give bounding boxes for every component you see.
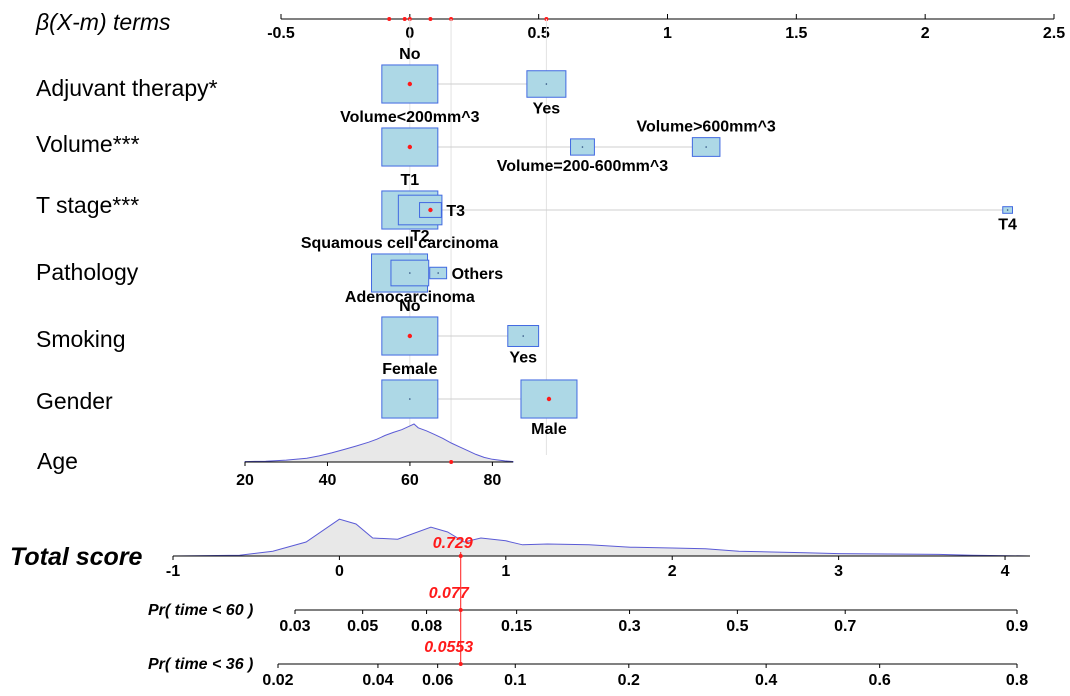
row-t-stage: T stage*** T1 T2 T3 T4 <box>36 172 1017 245</box>
level-label-volume-600mm-3: Volume>600mm^3 <box>636 119 775 136</box>
level-label-volume-200-600mm-3: Volume=200-600mm^3 <box>497 158 668 175</box>
beta-axis-title: β(X-m) terms <box>35 9 171 35</box>
level-point-volume-200mm-3 <box>407 144 413 150</box>
prob-axis-tick-label: 0.8 <box>1006 672 1028 689</box>
prob-axis-tick-label: 0.05 <box>347 618 378 635</box>
prob-axis-tick-label: 0.06 <box>422 672 453 689</box>
prob-axis-tick-label: 0.2 <box>618 672 640 689</box>
total-score-density <box>172 518 1031 557</box>
row-label-t-stage: T stage*** <box>36 192 139 218</box>
level-label-squamous-cell-carcinoma: Squamous cell carcinoma <box>301 235 499 252</box>
age-row: Age 20 40 60 80 <box>37 423 514 489</box>
total-score-row: Total score -1 0 1 2 3 4 0.729 <box>10 518 1031 580</box>
level-label-t3: T3 <box>446 203 465 220</box>
row-label-pathology: Pathology <box>36 259 139 285</box>
level-point-no <box>407 81 413 87</box>
guide-marker <box>458 554 463 558</box>
prob-row-1: Pr( time < 60 ) 0.03 0.05 0.08 0.15 0.3 0.5 0.7… <box>148 585 1028 635</box>
level-point-female <box>409 398 411 400</box>
beta-axis-marker <box>402 17 407 21</box>
prob-axis-tick-label: 0.6 <box>869 672 891 689</box>
total-score-tick-label: 2 <box>668 563 677 580</box>
level-label-adenocarcinoma: Adenocarcinoma <box>345 289 475 306</box>
prob-axis-tick-label: 0.04 <box>362 672 393 689</box>
level-point-volume-600mm-3 <box>705 146 707 148</box>
level-point-male <box>546 396 552 402</box>
level-label-yes: Yes <box>509 349 537 366</box>
row-pathology: Pathology Squamous cell carcinoma Adenocar… <box>36 235 503 306</box>
age-axis-tick-label: 20 <box>236 472 254 489</box>
total-score-tick-label: 3 <box>834 563 843 580</box>
prob-value-label: 0.0553 <box>424 639 473 656</box>
prob-axis-tick-label: 0.9 <box>1006 618 1028 635</box>
row-adjuvant-therapy: Adjuvant therapy* No Yes <box>36 46 567 117</box>
prob-row-2: Pr( time < 36 ) 0.02 0.04 0.06 0.1 0.2 0.4 0.6 0… <box>148 639 1028 689</box>
level-label-male: Male <box>531 421 567 438</box>
row-volume: Volume*** Volume<200mm^3 Volume=200-600mm^… <box>36 109 776 175</box>
variable-rows: Adjuvant therapy* No Yes Volume*** Volume<20… <box>36 19 1017 455</box>
row-label-adjuvant-therapy: Adjuvant therapy* <box>36 75 218 101</box>
row-gender: Gender Female Male <box>36 361 578 438</box>
total-score-tick-label: -1 <box>166 563 180 580</box>
level-label-volume-200mm-3: Volume<200mm^3 <box>340 109 479 126</box>
row-label-gender: Gender <box>36 388 113 414</box>
beta-axis-tick-label: 2 <box>921 25 930 42</box>
beta-axis: β(X-m) terms -0.5 0 0.5 1 1.5 2 2.5 <box>35 9 1065 42</box>
level-point-t4 <box>1006 209 1009 211</box>
level-point-no <box>407 333 413 339</box>
level-point-volume-200-600mm-3 <box>581 146 584 148</box>
prob-axis-tick-label: 0.02 <box>262 672 293 689</box>
row-label-volume: Volume*** <box>36 131 140 157</box>
prob-axis-tick-label: 0.15 <box>501 618 532 635</box>
level-label-others: Others <box>452 266 504 283</box>
beta-axis-tick-label: 2.5 <box>1043 25 1065 42</box>
level-point-yes <box>522 335 525 337</box>
prob-row-label: Pr( time < 60 ) <box>148 602 253 619</box>
total-score-value-label: 0.729 <box>433 535 473 552</box>
level-point-others <box>437 272 439 274</box>
level-point-adenocarcinoma <box>409 272 411 274</box>
prob-axis-tick-label: 0.3 <box>618 618 640 635</box>
age-axis-tick-label: 80 <box>483 472 501 489</box>
level-label-no: No <box>399 46 421 63</box>
age-axis-tick-label: 60 <box>401 472 419 489</box>
beta-axis-tick-label: -0.5 <box>267 25 295 42</box>
beta-axis-tick-label: 0.5 <box>528 25 550 42</box>
beta-axis-tick-label: 1.5 <box>785 25 807 42</box>
prob-axis-tick-label: 0.1 <box>504 672 526 689</box>
prob-axis-tick-label: 0.7 <box>834 618 856 635</box>
beta-axis-marker <box>428 17 433 21</box>
age-selected-marker <box>449 460 454 464</box>
row-label-age: Age <box>37 448 78 474</box>
guide-marker <box>458 608 463 612</box>
level-label-yes: Yes <box>533 100 561 117</box>
level-label-t4: T4 <box>998 216 1017 233</box>
total-score-tick-label: 0 <box>335 563 344 580</box>
total-score-tick-label: 1 <box>501 563 510 580</box>
beta-axis-marker <box>387 17 392 21</box>
level-label-t2: T2 <box>411 228 430 245</box>
age-density <box>244 423 514 463</box>
prob-row-label: Pr( time < 36 ) <box>148 656 253 673</box>
probability-rows: Pr( time < 60 ) 0.03 0.05 0.08 0.15 0.3 0.5 0.7… <box>148 552 1028 689</box>
level-label-female: Female <box>382 361 437 378</box>
prob-axis-tick-label: 0.5 <box>726 618 748 635</box>
prob-value-label: 0.077 <box>429 585 470 602</box>
guide-marker <box>458 662 463 666</box>
total-score-tick-label: 4 <box>1001 563 1010 580</box>
prob-axis-tick-label: 0.03 <box>279 618 310 635</box>
prob-axis-tick-label: 0.4 <box>755 672 777 689</box>
age-axis-tick-label: 40 <box>319 472 337 489</box>
prob-axis-tick-label: 0.08 <box>411 618 442 635</box>
level-point-yes <box>545 83 548 85</box>
level-label-t1: T1 <box>400 172 419 189</box>
row-smoking: Smoking No Yes <box>36 298 540 366</box>
level-point-t3 <box>428 207 433 213</box>
level-label-no: No <box>399 298 421 315</box>
total-score-title: Total score <box>10 543 143 571</box>
row-label-smoking: Smoking <box>36 326 125 352</box>
beta-axis-tick-label: 1 <box>663 25 672 42</box>
